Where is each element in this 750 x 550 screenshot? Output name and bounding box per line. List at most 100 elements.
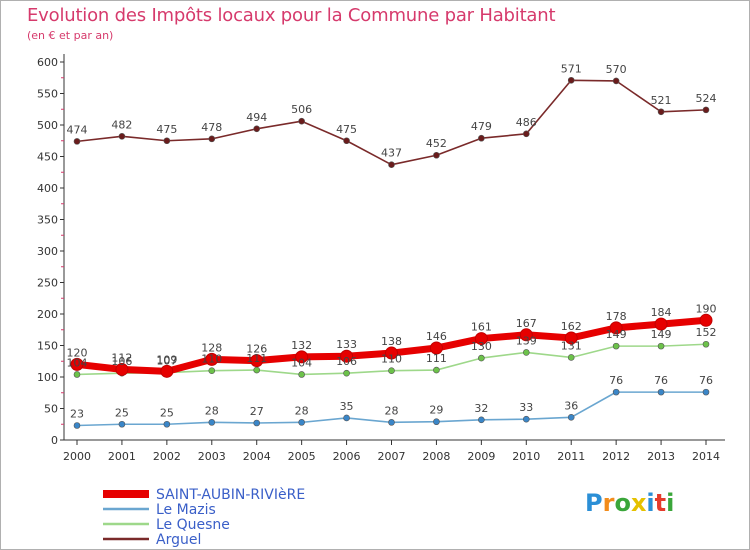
data-point <box>388 367 395 375</box>
data-label: 104 <box>291 356 312 369</box>
data-point <box>388 419 395 426</box>
data-point <box>298 371 305 378</box>
data-point <box>73 138 81 145</box>
data-label: 138 <box>381 335 402 348</box>
x-tick-label: 2001 <box>108 450 136 463</box>
data-label: 33 <box>519 401 533 414</box>
x-tick-label: 2002 <box>153 450 181 463</box>
data-label: 36 <box>564 399 578 412</box>
data-point <box>567 76 575 84</box>
data-point <box>385 346 398 360</box>
y-tick-label: 50 <box>44 403 58 416</box>
data-point <box>519 328 533 342</box>
data-label: 112 <box>111 351 132 364</box>
y-tick-label: 500 <box>37 119 58 132</box>
logo-letter: x <box>630 489 647 517</box>
y-tick-label: 600 <box>37 56 58 69</box>
data-point <box>612 388 620 396</box>
data-point <box>208 135 216 143</box>
data-point <box>115 362 129 376</box>
logo-letter: r <box>602 489 615 517</box>
data-point <box>73 371 81 378</box>
data-point <box>657 388 665 396</box>
y-tick-label: 300 <box>37 245 58 258</box>
data-point <box>478 134 485 142</box>
data-label: 126 <box>246 343 267 356</box>
data-label: 76 <box>654 374 668 387</box>
data-point <box>340 349 354 363</box>
data-point <box>474 332 488 346</box>
data-label: 486 <box>516 116 537 129</box>
data-label: 521 <box>651 94 672 107</box>
data-point <box>612 77 620 85</box>
logo-letter: P <box>585 489 603 517</box>
x-tick-label: 2011 <box>557 450 585 463</box>
data-point <box>343 414 350 422</box>
data-label: 111 <box>426 352 447 365</box>
data-label: 479 <box>471 120 492 133</box>
data-label: 524 <box>696 92 717 105</box>
data-point <box>433 418 440 426</box>
data-label: 128 <box>201 341 222 354</box>
data-point <box>205 352 219 366</box>
x-tick-label: 2008 <box>422 450 450 463</box>
data-point <box>433 151 440 159</box>
data-label: 570 <box>606 63 627 76</box>
y-tick-label: 250 <box>37 277 58 290</box>
data-point <box>609 321 623 335</box>
axes: 0 50 100 150 200 250 300 350 400 450 500 550 600 2000… <box>37 54 725 463</box>
y-tick-label: 450 <box>37 151 58 164</box>
data-point <box>118 420 126 428</box>
data-point <box>567 414 575 421</box>
data-label: 23 <box>70 408 84 421</box>
data-point <box>478 354 485 362</box>
data-label: 190 <box>696 302 717 315</box>
data-point <box>73 422 81 429</box>
data-point <box>699 313 713 327</box>
data-label: 146 <box>426 330 447 343</box>
x-tick-label: 2007 <box>378 450 406 463</box>
data-label: 25 <box>160 406 174 419</box>
y-tick-label: 550 <box>37 88 58 101</box>
legend-label: Arguel <box>156 532 201 548</box>
x-tick-label: 2009 <box>467 450 495 463</box>
data-label: 475 <box>336 123 357 136</box>
logo-letter: o <box>614 489 631 517</box>
data-label: 149 <box>606 328 627 341</box>
data-point <box>253 366 261 374</box>
data-point <box>522 130 530 138</box>
data-point <box>702 106 710 114</box>
y-tick-label: 150 <box>37 340 58 353</box>
data-point <box>343 137 350 145</box>
logo-letter: i <box>646 489 655 517</box>
data-label: 32 <box>474 402 488 415</box>
x-tick-label: 2013 <box>647 450 675 463</box>
data-point <box>429 341 443 355</box>
data-label: 161 <box>471 321 492 334</box>
x-tick-label: 2014 <box>692 450 720 463</box>
data-label: 132 <box>291 339 312 352</box>
data-label: 28 <box>205 404 219 417</box>
data-label: 184 <box>651 306 672 319</box>
data-point <box>160 364 174 378</box>
data-label: 478 <box>201 121 222 134</box>
series-labels: 120 112 109 128 126 132 133 138 146 161 167 162 178 1… <box>67 62 717 420</box>
y-tick-label: 350 <box>37 214 58 227</box>
data-label: 28 <box>385 404 399 417</box>
data-point <box>702 340 710 348</box>
x-tick-label: 2004 <box>243 450 271 463</box>
data-point <box>250 354 264 368</box>
data-point <box>118 133 126 140</box>
data-point <box>657 108 665 116</box>
data-point <box>564 331 578 345</box>
data-label: 162 <box>561 320 582 333</box>
series-lines <box>70 76 713 429</box>
x-tick-label: 2010 <box>512 450 540 463</box>
data-label: 76 <box>699 374 713 387</box>
data-label: 25 <box>115 406 129 419</box>
data-point <box>343 369 350 377</box>
data-point <box>298 419 305 426</box>
data-label: 28 <box>295 404 309 417</box>
